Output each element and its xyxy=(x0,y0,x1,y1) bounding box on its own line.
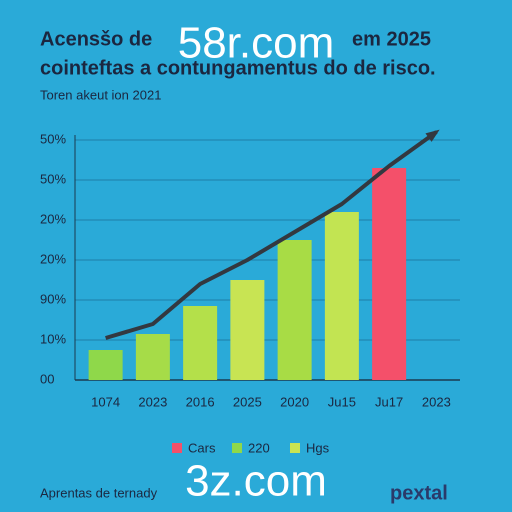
bar xyxy=(183,306,218,380)
x-tick-label: Ju15 xyxy=(328,394,356,409)
legend-label: Cars xyxy=(188,440,216,455)
x-tick-label: 2023 xyxy=(138,394,167,409)
x-tick-label: 2025 xyxy=(233,394,262,409)
chart-title: em 2025 xyxy=(352,28,431,50)
y-tick-label: 50% xyxy=(40,171,66,186)
legend-swatch xyxy=(290,443,300,453)
legend-swatch xyxy=(172,443,182,453)
bar xyxy=(324,212,359,380)
x-tick-label: 2016 xyxy=(186,394,215,409)
bar xyxy=(277,240,312,380)
bar xyxy=(135,334,170,380)
x-tick-label: Ju17 xyxy=(375,394,403,409)
watermark: 58r.com xyxy=(178,19,335,68)
legend-label: Hgs xyxy=(306,440,330,455)
bar xyxy=(88,350,123,380)
chart-title: cointeftas a contungamentus do de risco. xyxy=(40,57,436,79)
trend-line xyxy=(105,130,438,340)
x-tick-label: 2020 xyxy=(280,394,309,409)
legend-label: 220 xyxy=(248,440,270,455)
subtitle: Toren akeut ion 2021 xyxy=(40,87,161,102)
y-tick-label: 20% xyxy=(40,211,66,226)
x-tick-label: 2023 xyxy=(422,394,451,409)
chart-title: Acensšo de xyxy=(40,28,152,50)
y-tick-label: 10% xyxy=(40,331,66,346)
footer: Aprentas de ternady xyxy=(40,485,158,500)
y-tick-label: 00 xyxy=(40,371,54,386)
legend-swatch xyxy=(232,443,242,453)
bar xyxy=(230,280,265,380)
logo: pextal xyxy=(390,482,448,504)
x-tick-label: 1074 xyxy=(91,394,120,409)
y-tick-label: 90% xyxy=(40,291,66,306)
arrow-head xyxy=(425,129,440,142)
bar xyxy=(372,168,407,380)
y-tick-label: 50% xyxy=(40,131,66,146)
y-tick-label: 20% xyxy=(40,251,66,266)
watermark: 3z.com xyxy=(185,457,327,506)
